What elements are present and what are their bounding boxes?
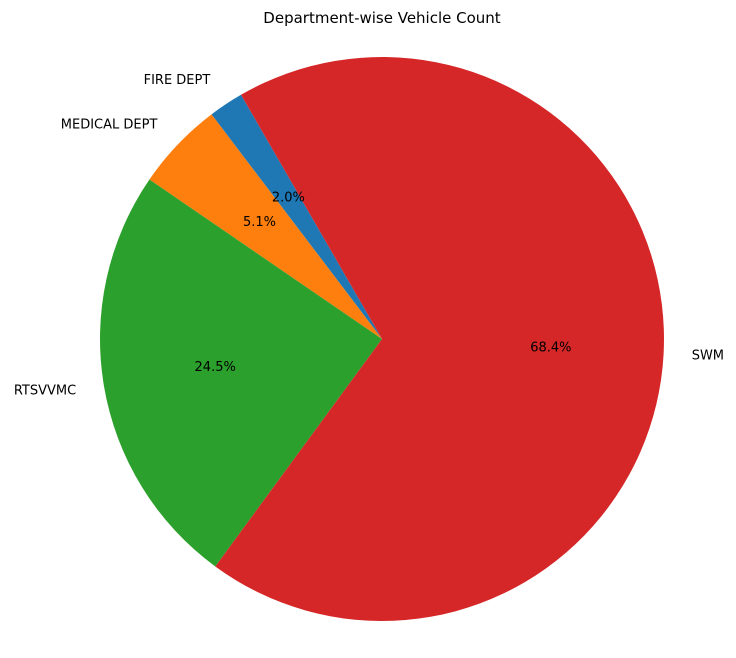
slice-label-fire-dept: FIRE DEPT (144, 73, 211, 88)
chart-title: Department-wise Vehicle Count (263, 9, 501, 27)
slice-label-rtsvvmc: RTSVVMC (14, 384, 76, 399)
pie-slice-rtsvvmc (100, 179, 383, 567)
slice-percent-fire-dept: 2.0% (272, 191, 305, 206)
slice-percent-medical-dept: 5.1% (243, 215, 276, 230)
pie-slice-medical-dept (149, 114, 382, 339)
slice-label-medical-dept: MEDICAL DEPT (61, 118, 158, 133)
pie-slices (100, 57, 664, 622)
pie-slice-swm (215, 57, 664, 622)
pie-labels: FIRE DEPT 2.0% MEDICAL DEPT 5.1% RTSVVMC 24.5… (14, 73, 724, 399)
pie-slice-fire-dept (211, 94, 382, 339)
slice-label-swm: SWM (692, 348, 724, 363)
slice-percent-rtsvvmc: 24.5% (195, 360, 236, 375)
slice-percent-swm: 68.4% (530, 341, 571, 356)
